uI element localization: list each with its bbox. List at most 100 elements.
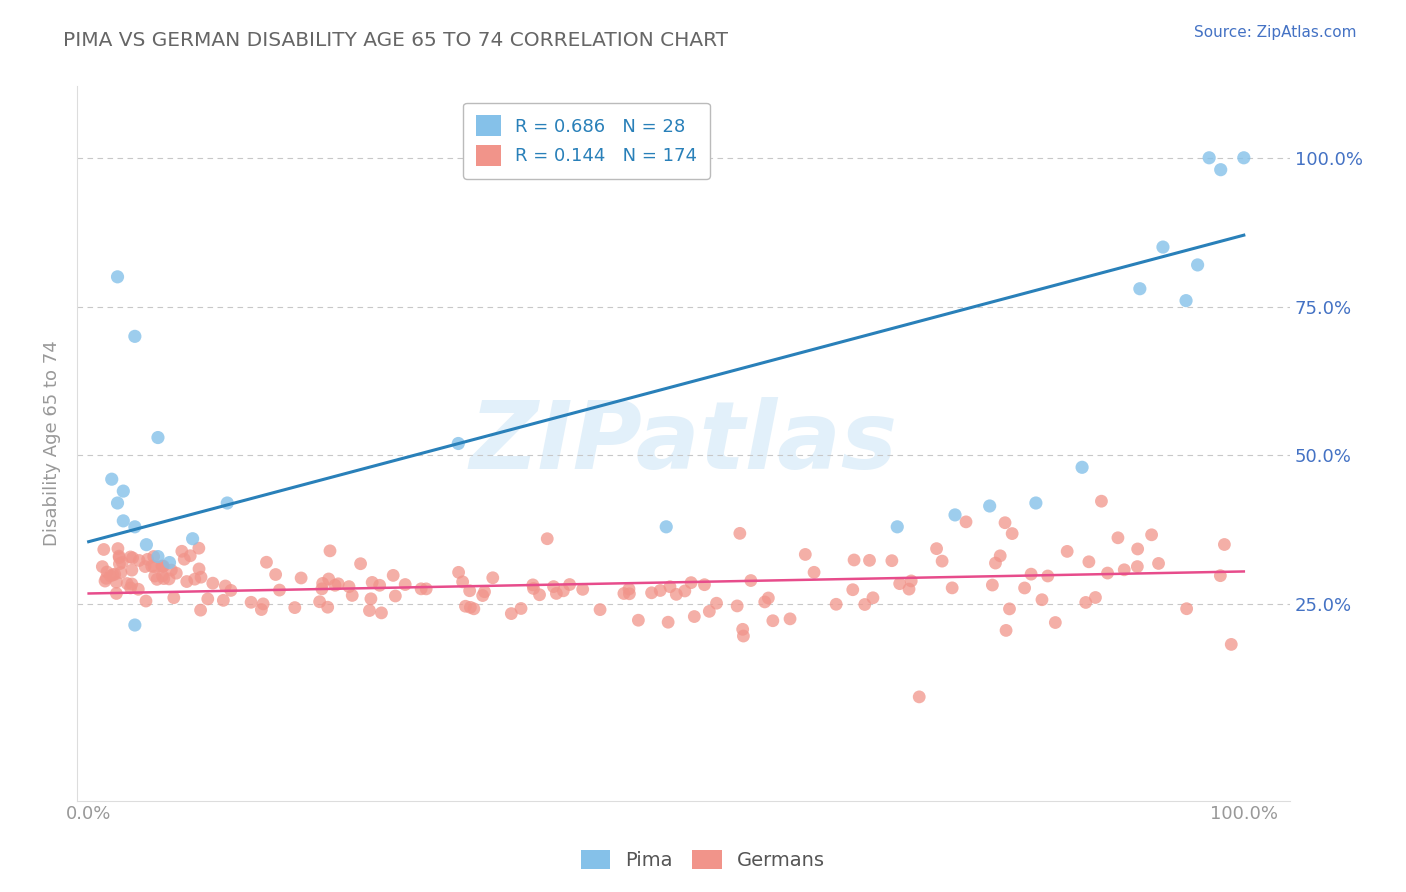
Point: [659, 580, 682, 594]
Point: [128, 553, 150, 567]
Point: [143, 559, 166, 574]
Point: [754, 595, 776, 609]
Point: [981, 578, 1004, 592]
Point: [121, 550, 143, 565]
Point: [214, 579, 236, 593]
Point: [152, 569, 174, 583]
Point: [1019, 567, 1042, 582]
Point: [170, 544, 193, 558]
Point: [1129, 282, 1152, 296]
Point: [1175, 293, 1198, 308]
Point: [105, 586, 128, 600]
Point: [619, 587, 641, 601]
Point: [627, 613, 650, 627]
Point: [1077, 555, 1099, 569]
Point: [290, 571, 312, 585]
Text: ZIPatlas: ZIPatlas: [470, 398, 897, 490]
Point: [886, 520, 908, 534]
Point: [146, 431, 169, 445]
Point: [411, 582, 433, 596]
Point: [112, 514, 135, 528]
Point: [120, 581, 142, 595]
Point: [898, 582, 921, 596]
Point: [543, 580, 565, 594]
Point: [522, 578, 544, 592]
Point: [141, 559, 163, 574]
Point: [370, 606, 392, 620]
Point: [349, 557, 371, 571]
Point: [157, 572, 180, 586]
Point: [988, 549, 1011, 563]
Point: [1014, 581, 1036, 595]
Point: [311, 582, 333, 596]
Point: [731, 623, 754, 637]
Point: [337, 580, 360, 594]
Point: [264, 567, 287, 582]
Point: [1152, 240, 1174, 254]
Point: [217, 496, 239, 510]
Point: [994, 516, 1017, 530]
Point: [842, 553, 865, 567]
Point: [529, 588, 551, 602]
Point: [179, 549, 201, 563]
Point: [173, 552, 195, 566]
Point: [110, 566, 132, 580]
Point: [124, 618, 146, 632]
Point: [693, 577, 716, 591]
Point: [284, 600, 307, 615]
Point: [323, 578, 346, 592]
Point: [1025, 496, 1047, 510]
Point: [858, 553, 880, 567]
Point: [165, 566, 187, 581]
Point: [995, 624, 1018, 638]
Point: [93, 542, 115, 557]
Point: [121, 563, 143, 577]
Point: [360, 591, 382, 606]
Point: [451, 574, 474, 589]
Point: [617, 582, 640, 596]
Point: [1220, 637, 1243, 651]
Point: [1175, 601, 1198, 615]
Point: [1097, 566, 1119, 580]
Point: [115, 576, 138, 591]
Point: [190, 570, 212, 584]
Point: [842, 582, 865, 597]
Point: [104, 567, 127, 582]
Point: [853, 598, 876, 612]
Point: [328, 577, 350, 591]
Point: [101, 567, 124, 582]
Point: [728, 526, 751, 541]
Legend: Pima, Germans: Pima, Germans: [574, 842, 832, 878]
Point: [889, 576, 911, 591]
Point: [1187, 258, 1209, 272]
Point: [510, 601, 533, 615]
Point: [546, 586, 568, 600]
Point: [121, 577, 143, 591]
Point: [803, 566, 825, 580]
Point: [1114, 563, 1136, 577]
Point: [762, 614, 785, 628]
Point: [176, 574, 198, 589]
Point: [536, 532, 558, 546]
Point: [111, 555, 134, 569]
Point: [740, 574, 762, 588]
Point: [197, 591, 219, 606]
Point: [447, 436, 470, 450]
Point: [160, 563, 183, 577]
Point: [96, 565, 118, 579]
Point: [108, 549, 131, 563]
Point: [135, 538, 157, 552]
Point: [447, 566, 470, 580]
Point: [415, 582, 437, 596]
Point: [256, 555, 278, 569]
Point: [368, 578, 391, 592]
Point: [134, 559, 156, 574]
Point: [862, 591, 884, 605]
Point: [135, 594, 157, 608]
Point: [98, 569, 121, 583]
Point: [107, 496, 129, 510]
Point: [94, 574, 117, 588]
Point: [571, 582, 593, 597]
Point: [880, 554, 903, 568]
Point: [706, 596, 728, 610]
